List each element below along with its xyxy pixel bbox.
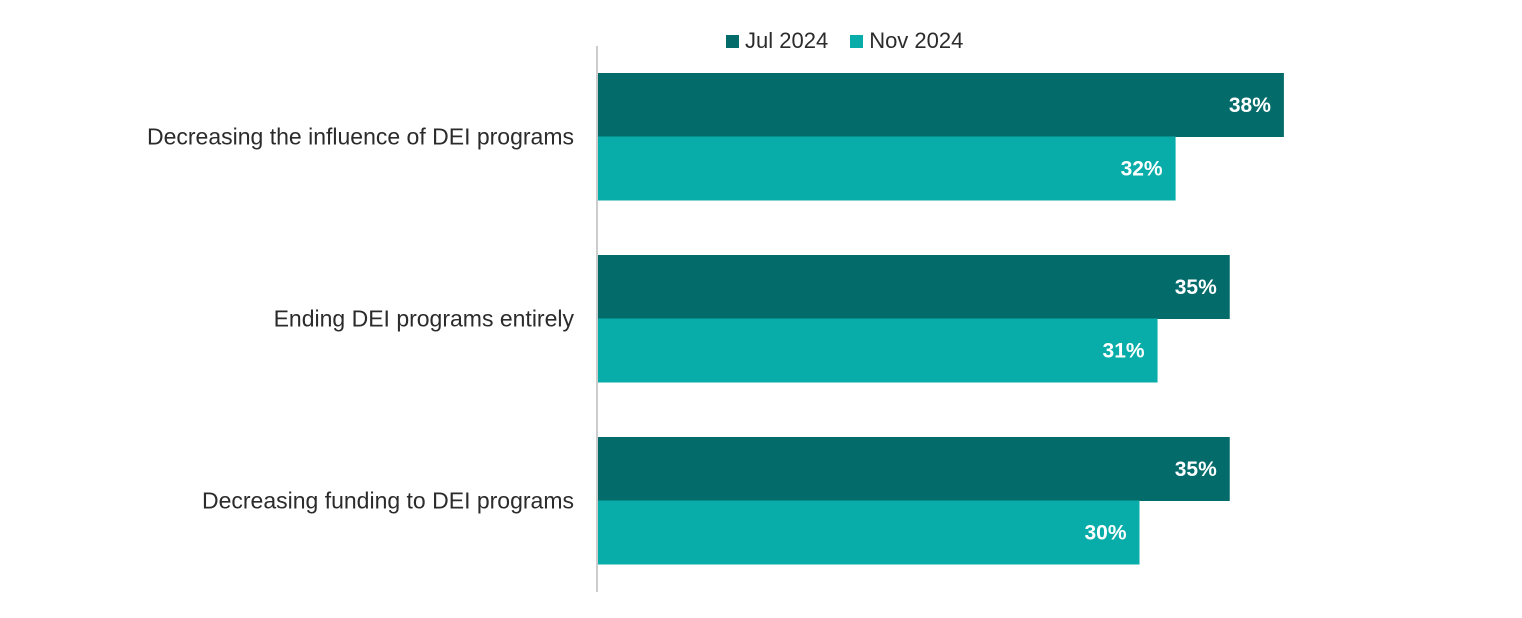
legend-item-jul-2024: Jul 2024 <box>726 28 828 54</box>
bar-nov-2024 <box>598 500 1140 565</box>
bar-jul-2024 <box>598 73 1284 137</box>
data-label: 35% <box>1175 276 1217 299</box>
legend-item-nov-2024: Nov 2024 <box>850 28 963 54</box>
legend-swatch-nov-2024 <box>850 34 864 48</box>
category-label: Decreasing the influence of DEI programs <box>147 124 574 150</box>
data-label: 38% <box>1229 94 1271 117</box>
data-label: 31% <box>1103 339 1145 362</box>
legend-swatch-jul-2024 <box>726 34 739 48</box>
bar-jul-2024 <box>598 255 1230 319</box>
data-label: 30% <box>1084 521 1126 544</box>
category-label: Decreasing funding to DEI programs <box>202 488 574 514</box>
data-label: 32% <box>1121 157 1163 180</box>
data-label: 35% <box>1175 458 1217 481</box>
category-label: Ending DEI programs entirely <box>274 306 575 332</box>
bar-jul-2024 <box>598 437 1230 501</box>
legend: Jul 2024 Nov 2024 <box>726 28 963 54</box>
legend-label-jul-2024: Jul 2024 <box>745 28 829 53</box>
legend-label-nov-2024: Nov 2024 <box>869 28 964 53</box>
bar-nov-2024 <box>598 318 1158 383</box>
bar-nov-2024 <box>598 136 1176 201</box>
